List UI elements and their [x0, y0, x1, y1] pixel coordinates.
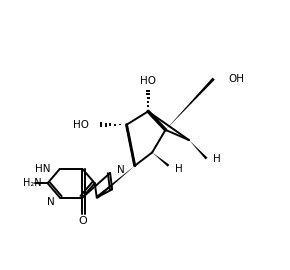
Text: H: H: [213, 154, 220, 164]
Text: HN: HN: [35, 164, 51, 174]
Text: H: H: [175, 164, 182, 174]
Text: OH: OH: [228, 74, 244, 84]
Polygon shape: [166, 77, 215, 130]
Text: HO: HO: [72, 120, 88, 130]
Text: N: N: [47, 197, 55, 207]
Polygon shape: [189, 140, 207, 160]
Polygon shape: [152, 153, 169, 167]
Text: H₂N: H₂N: [23, 178, 41, 188]
Polygon shape: [96, 166, 135, 199]
Text: HO: HO: [140, 76, 156, 86]
Text: N: N: [117, 165, 125, 175]
Text: O: O: [78, 216, 87, 226]
